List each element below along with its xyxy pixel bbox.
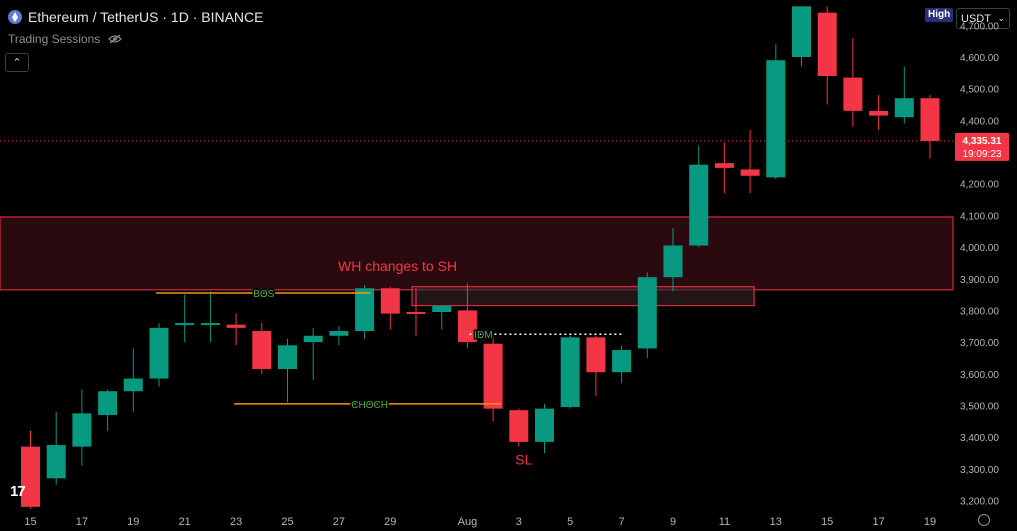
y-tick-label: 4,000.00 — [960, 243, 999, 254]
y-tick-label: 4,400.00 — [960, 116, 999, 127]
candle — [894, 98, 914, 118]
idm-label: IDM — [474, 330, 492, 341]
candle — [586, 337, 606, 373]
countdown-label: 19:09:23 — [963, 149, 1002, 160]
y-tick-label: 4,700.00 — [960, 21, 999, 32]
candle — [689, 164, 709, 246]
candle — [432, 305, 452, 313]
candle — [535, 408, 554, 442]
chevron-up-icon: ⌃ — [12, 57, 22, 69]
ethereum-icon — [8, 10, 22, 24]
supply-zone — [0, 216, 954, 291]
x-tick-label: 11 — [719, 516, 730, 528]
indicator-row: Trading Sessions — [8, 32, 123, 46]
trading-sessions-label[interactable]: Trading Sessions — [8, 32, 101, 46]
symbol-title[interactable]: Ethereum / TetherUS · 1D · BINANCE — [28, 9, 264, 25]
candle — [483, 343, 503, 409]
candle — [714, 163, 734, 168]
chevron-down-icon: ⌄ — [997, 13, 1005, 23]
candle — [380, 288, 400, 314]
candle — [766, 60, 786, 178]
candle — [355, 288, 375, 332]
x-tick-label: Aug — [458, 516, 478, 528]
x-tick-label: 15 — [821, 516, 833, 528]
x-tick-label: 17 — [76, 516, 88, 528]
candle — [740, 169, 760, 176]
mitigation-box — [411, 286, 755, 307]
candle — [869, 110, 889, 116]
x-tick-label: 7 — [619, 516, 625, 528]
y-tick-label: 4,500.00 — [960, 85, 999, 96]
currency-label: USDT — [961, 12, 991, 25]
current-price-label: 4,335.31 — [963, 136, 1002, 147]
eye-hidden-icon[interactable] — [108, 34, 123, 44]
y-tick-label: 3,400.00 — [960, 433, 999, 444]
candle — [560, 337, 580, 408]
choch-label: CHOCH — [351, 400, 388, 411]
currency-select[interactable]: USDT ⌄ — [956, 8, 1010, 29]
candle — [46, 445, 66, 479]
candle — [920, 98, 940, 141]
settings-icon[interactable] — [978, 514, 990, 526]
candle — [149, 327, 169, 379]
collapse-button[interactable]: ⌃ — [5, 53, 29, 72]
candle — [612, 350, 632, 373]
candle — [72, 413, 92, 447]
candle — [123, 378, 143, 392]
x-tick-label: 25 — [281, 516, 293, 528]
x-tick-label: 23 — [230, 516, 242, 528]
x-tick-label: 9 — [670, 516, 676, 528]
candle — [663, 245, 683, 278]
x-tick-label: 3 — [516, 516, 522, 528]
bos-label: BOS — [253, 289, 274, 300]
candle — [792, 6, 811, 58]
wh-changes-label: WH changes to SH — [338, 258, 457, 274]
candle — [637, 277, 657, 349]
x-tick-label: 19 — [924, 516, 936, 528]
candle — [843, 77, 863, 111]
candle — [509, 410, 529, 442]
candle — [226, 324, 246, 328]
chart-header: Ethereum / TetherUS · 1D · BINANCE — [8, 9, 263, 25]
candle — [175, 323, 195, 326]
x-tick-label: 29 — [384, 516, 396, 528]
y-tick-label: 4,600.00 — [960, 53, 999, 64]
x-tick-label: 21 — [179, 516, 191, 528]
x-tick-label: 15 — [24, 516, 36, 528]
x-tick-label: 17 — [872, 516, 884, 528]
y-tick-label: 3,200.00 — [960, 496, 999, 507]
candle — [303, 335, 323, 343]
x-tick-label: 5 — [567, 516, 573, 528]
candle — [252, 331, 272, 370]
tradingview-logo: 17 — [10, 483, 26, 500]
candle — [457, 310, 477, 343]
y-tick-label: 3,300.00 — [960, 465, 999, 476]
y-tick-label: 3,500.00 — [960, 401, 999, 412]
candle — [21, 446, 40, 507]
candle — [98, 391, 118, 415]
y-tick-label: 4,200.00 — [960, 180, 999, 191]
candle — [278, 345, 297, 370]
candle — [406, 312, 426, 315]
y-tick-label: 3,800.00 — [960, 306, 999, 317]
candle — [329, 331, 349, 336]
y-tick-label: 4,100.00 — [960, 211, 999, 222]
y-tick-label: 3,900.00 — [960, 275, 999, 286]
y-tick-label: 3,700.00 — [960, 338, 999, 349]
x-tick-label: 13 — [770, 516, 782, 528]
candle — [200, 323, 220, 326]
sl-label: SL — [515, 451, 532, 467]
x-tick-label: 27 — [333, 516, 345, 528]
current-price-tag — [955, 132, 1009, 161]
y-tick-label: 3,600.00 — [960, 370, 999, 381]
x-tick-label: 19 — [127, 516, 139, 528]
candle — [817, 12, 837, 77]
high-badge[interactable]: High — [925, 8, 954, 22]
